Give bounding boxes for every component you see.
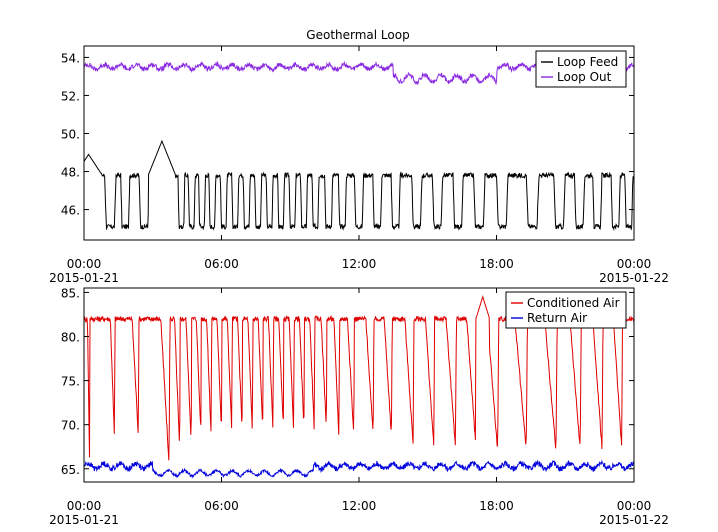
legend-label-loop-feed: Loop Feed: [557, 55, 618, 69]
y-tick-label: 65.: [61, 463, 80, 477]
legend-box: [535, 50, 627, 88]
y-tick-label: 52.: [61, 89, 80, 103]
x-tick-date-label: 2015-01-21: [49, 271, 119, 285]
x-tick-label: 00:00: [617, 257, 652, 271]
y-tick-label: 70.: [61, 419, 80, 433]
y-tick-label: 80.: [61, 331, 80, 345]
legend-label-loop-out: Loop Out: [557, 70, 612, 84]
legend: Loop Feed Loop Out: [535, 50, 627, 88]
series-line-return-air: [83, 459, 635, 479]
series-line-loop-feed: [83, 139, 634, 231]
x-tick-date-label: 2015-01-21: [49, 513, 119, 527]
chart-title: Geothermal Loop: [306, 28, 409, 42]
y-ticks: 65. 70. 75. 80. 85.: [61, 286, 634, 477]
y-tick-label: 85.: [61, 286, 80, 300]
y-tick-label: 54.: [61, 51, 80, 65]
x-tick-label: 00:00: [67, 499, 102, 513]
x-tick-label: 12:00: [342, 257, 377, 271]
y-tick-label: 75.: [61, 375, 80, 389]
legend-label-conditioned-air: Conditioned Air: [527, 296, 620, 310]
y-tick-label: 50.: [61, 127, 80, 141]
x-tick-label: 18:00: [479, 499, 514, 513]
geothermal-loop-chart: Geothermal Loop 46.48.50.52.54. 00:00201…: [49, 28, 669, 285]
x-tick-date-label: 2015-01-22: [599, 271, 669, 285]
y-tick-label: 48.: [61, 166, 80, 180]
y-ticks: 46. 48. 50. 52. 54.: [61, 51, 634, 218]
x-tick-label: 06:00: [204, 499, 239, 513]
x-tick-date-label: 2015-01-22: [599, 513, 669, 527]
legend-box: [505, 291, 627, 329]
legend-label-return-air: Return Air: [527, 311, 587, 325]
x-tick-label: 00:00: [617, 499, 652, 513]
x-tick-label: 18:00: [479, 257, 514, 271]
x-tick-label: 06:00: [204, 257, 239, 271]
legend: Conditioned Air Return Air: [505, 291, 627, 329]
x-tick-label: 00:00: [67, 257, 102, 271]
y-tick-label: 46.: [61, 204, 80, 218]
x-tick-label: 12:00: [342, 499, 377, 513]
